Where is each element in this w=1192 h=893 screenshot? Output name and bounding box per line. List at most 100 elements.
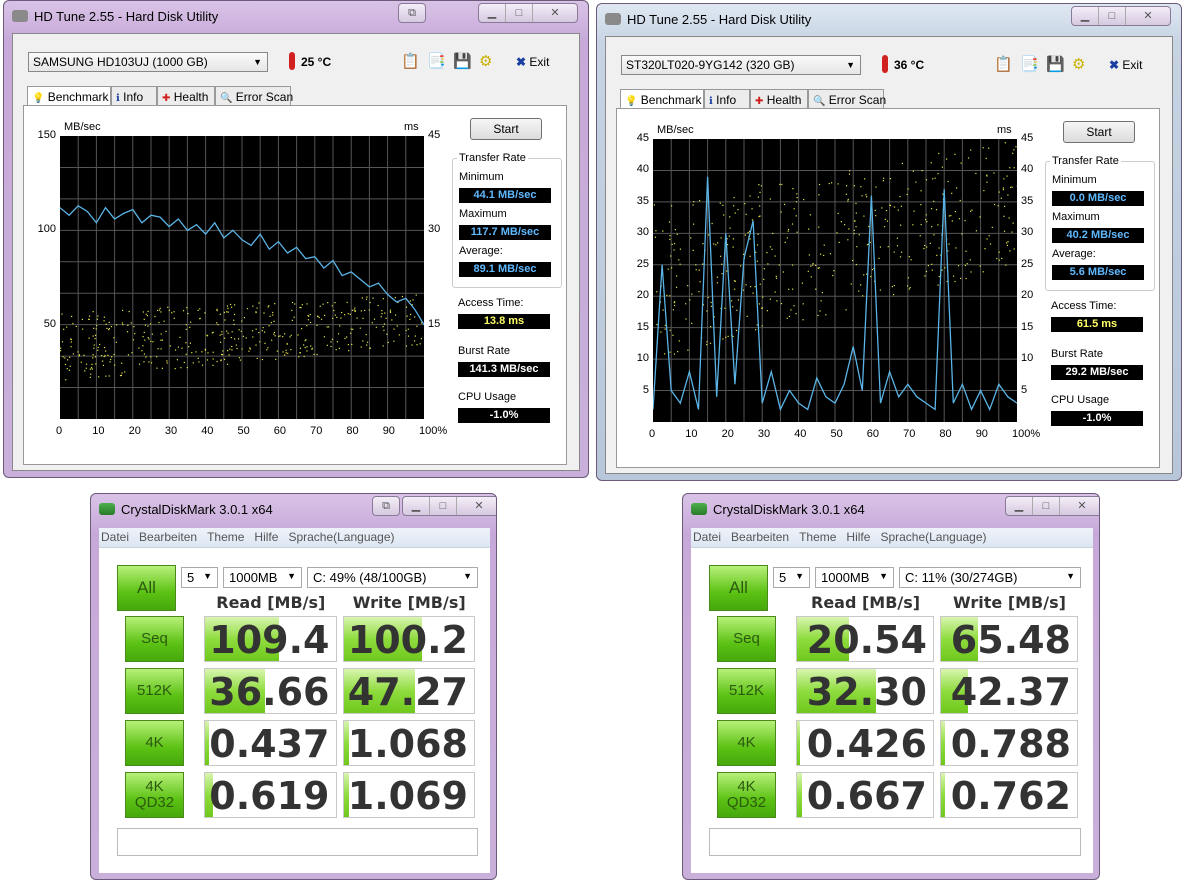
- close-button[interactable]: ✕: [1143, 10, 1153, 22]
- access-time-point: [925, 214, 927, 216]
- access-time-point: [744, 234, 746, 236]
- access-time-point: [124, 371, 126, 373]
- exit-button[interactable]: ✖ Exit: [1109, 58, 1143, 72]
- y-tick-right: 30: [1021, 226, 1034, 239]
- access-time-point: [763, 278, 765, 280]
- tab-health[interactable]: ✚ Health: [157, 86, 215, 106]
- access-time-point: [666, 294, 668, 296]
- size-select[interactable]: 1000MB ▼: [815, 567, 894, 588]
- close-button[interactable]: ✕: [474, 500, 484, 512]
- access-time-point: [776, 300, 778, 302]
- maximize-button[interactable]: □: [430, 497, 457, 515]
- tab-benchmark[interactable]: 💡 Benchmark: [620, 89, 704, 111]
- access-time-point: [855, 202, 857, 205]
- minimize-button[interactable]: ▁: [403, 497, 430, 515]
- runs-select[interactable]: 5 ▼: [181, 567, 218, 588]
- access-time-point: [271, 339, 273, 341]
- test-button-4k[interactable]: 4K: [125, 720, 184, 766]
- access-time-point: [865, 194, 867, 196]
- drive-select[interactable]: C: 11% (30/274GB) ▼: [899, 567, 1081, 588]
- snap-button[interactable]: ⧉: [372, 496, 400, 516]
- options-icon[interactable]: ⚙: [1072, 56, 1086, 73]
- access-time-point: [360, 310, 362, 312]
- access-time-point: [717, 242, 719, 244]
- size-select[interactable]: 1000MB ▼: [223, 567, 302, 588]
- copy-all-icon[interactable]: 📑: [427, 53, 446, 70]
- access-time-point: [786, 237, 788, 239]
- test-button-4k-qd32[interactable]: 4K QD32: [125, 772, 184, 818]
- access-time-point: [95, 363, 97, 365]
- access-time-point: [887, 245, 889, 248]
- menu-item[interactable]: Datei: [101, 530, 130, 544]
- all-button[interactable]: All: [709, 565, 768, 611]
- test-button-4k-qd32[interactable]: 4K QD32: [717, 772, 776, 818]
- snap-button[interactable]: ⧉: [398, 3, 426, 23]
- copy-all-icon[interactable]: 📑: [1020, 56, 1039, 73]
- access-time-point: [91, 368, 93, 370]
- test-button-seq[interactable]: Seq: [717, 616, 776, 662]
- close-button[interactable]: ✕: [1077, 500, 1087, 512]
- tab-info[interactable]: ℹ Info: [111, 86, 157, 106]
- menu-item[interactable]: Hilfe: [846, 530, 871, 544]
- close-button[interactable]: ✕: [550, 7, 560, 19]
- menu-item[interactable]: Hilfe: [254, 530, 279, 544]
- tab-info[interactable]: ℹ Info: [704, 89, 750, 109]
- drive-select[interactable]: SAMSUNG HD103UJ (1000 GB) ▼: [28, 52, 268, 72]
- minimize-button[interactable]: ▁: [1072, 7, 1099, 25]
- start-button[interactable]: Start: [470, 118, 542, 140]
- maximize-button[interactable]: □: [1033, 497, 1060, 515]
- access-time-point: [328, 326, 330, 328]
- tab-error-scan[interactable]: 🔍 Error Scan: [808, 89, 886, 109]
- access-time-point: [983, 190, 985, 192]
- access-time-point: [127, 354, 130, 356]
- y-tick-left: 50: [43, 317, 56, 330]
- access-time-point: [387, 341, 389, 344]
- tab-benchmark[interactable]: 💡 Benchmark: [27, 86, 111, 108]
- minimize-button[interactable]: ▁: [1006, 497, 1033, 515]
- tab-error-scan[interactable]: 🔍 Error Scan: [215, 86, 293, 106]
- access-time-point: [156, 367, 158, 369]
- access-time-point: [691, 322, 693, 324]
- exit-button[interactable]: ✖ Exit: [516, 55, 550, 69]
- access-time-point: [1006, 244, 1008, 246]
- menu-item[interactable]: Sprache(Language): [288, 530, 395, 544]
- menu-item[interactable]: Sprache(Language): [880, 530, 987, 544]
- maximize-button[interactable]: □: [1099, 7, 1126, 25]
- maximize-button[interactable]: □: [506, 4, 533, 22]
- drive-select[interactable]: C: 49% (48/100GB) ▼: [307, 567, 478, 588]
- access-time-point: [687, 349, 689, 351]
- start-button[interactable]: Start: [1063, 121, 1135, 143]
- menu-item[interactable]: Bearbeiten: [139, 530, 198, 544]
- runs-select[interactable]: 5 ▼: [773, 567, 810, 588]
- y-tick-right: 40: [1021, 163, 1034, 176]
- all-button[interactable]: All: [117, 565, 176, 611]
- access-time-point: [672, 334, 674, 336]
- tab-health[interactable]: ✚ Health: [750, 89, 808, 109]
- test-button-4k[interactable]: 4K: [717, 720, 776, 766]
- access-time-point: [734, 212, 736, 214]
- test-button-512k[interactable]: 512K: [717, 668, 776, 714]
- menu-item[interactable]: Theme: [799, 530, 837, 544]
- copy-icon[interactable]: 📋: [994, 56, 1013, 73]
- hdtune-window: HD Tune 2.55 - Hard Disk Utility ▁ □ ✕ ST3…: [596, 3, 1182, 481]
- save-icon[interactable]: 💾: [1046, 56, 1065, 73]
- menu-item[interactable]: Theme: [207, 530, 245, 544]
- test-button-512k[interactable]: 512K: [125, 668, 184, 714]
- test-button-seq[interactable]: Seq: [125, 616, 184, 662]
- access-time-point: [1009, 250, 1011, 252]
- access-time-point: [774, 255, 776, 257]
- access-time-point: [1003, 178, 1005, 180]
- minimize-button[interactable]: ▁: [479, 4, 506, 22]
- read-bar: [205, 617, 280, 661]
- drive-select[interactable]: ST320LT020-9YG142 (320 GB) ▼: [621, 55, 861, 75]
- save-icon[interactable]: 💾: [453, 53, 472, 70]
- access-time-point: [769, 246, 771, 248]
- options-icon[interactable]: ⚙: [479, 53, 493, 70]
- menu-item[interactable]: Datei: [693, 530, 722, 544]
- access-time-point: [795, 215, 797, 217]
- copy-icon[interactable]: 📋: [401, 53, 420, 70]
- access-time-point: [670, 255, 672, 257]
- access-time-point: [893, 251, 895, 253]
- menu-item[interactable]: Bearbeiten: [731, 530, 790, 544]
- access-time-point: [159, 307, 161, 309]
